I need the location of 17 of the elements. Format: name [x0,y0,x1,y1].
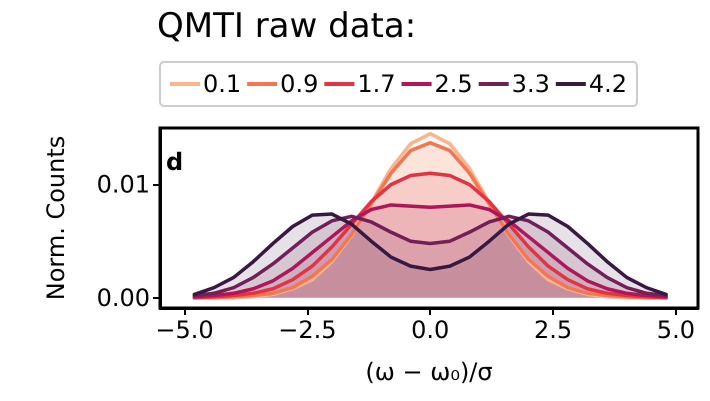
legend-label: 4.2 [588,70,628,98]
legend-label: 0.1 [203,70,242,98]
annotation: d [166,148,184,176]
x-tick-label: −5.0 [155,316,214,344]
y-tick-label: 0.01 [96,170,150,199]
legend-label: 1.7 [357,70,396,98]
x-tick-label: 5.0 [656,316,695,344]
y-tick-label: 0.00 [96,284,150,312]
legend-label: 3.3 [512,70,550,98]
x-tick-label: 0.0 [411,316,450,344]
chart-title: QMTI raw data: [157,6,416,46]
x-tick-label: −2.5 [278,316,337,344]
x-axis-title: (ω − ω₀)/σ [365,358,493,386]
legend-label: 2.5 [434,70,473,98]
x-tick-label: 2.5 [534,316,572,344]
legend-label: 0.9 [280,70,318,98]
y-axis-title: Norm. Counts [42,136,70,300]
